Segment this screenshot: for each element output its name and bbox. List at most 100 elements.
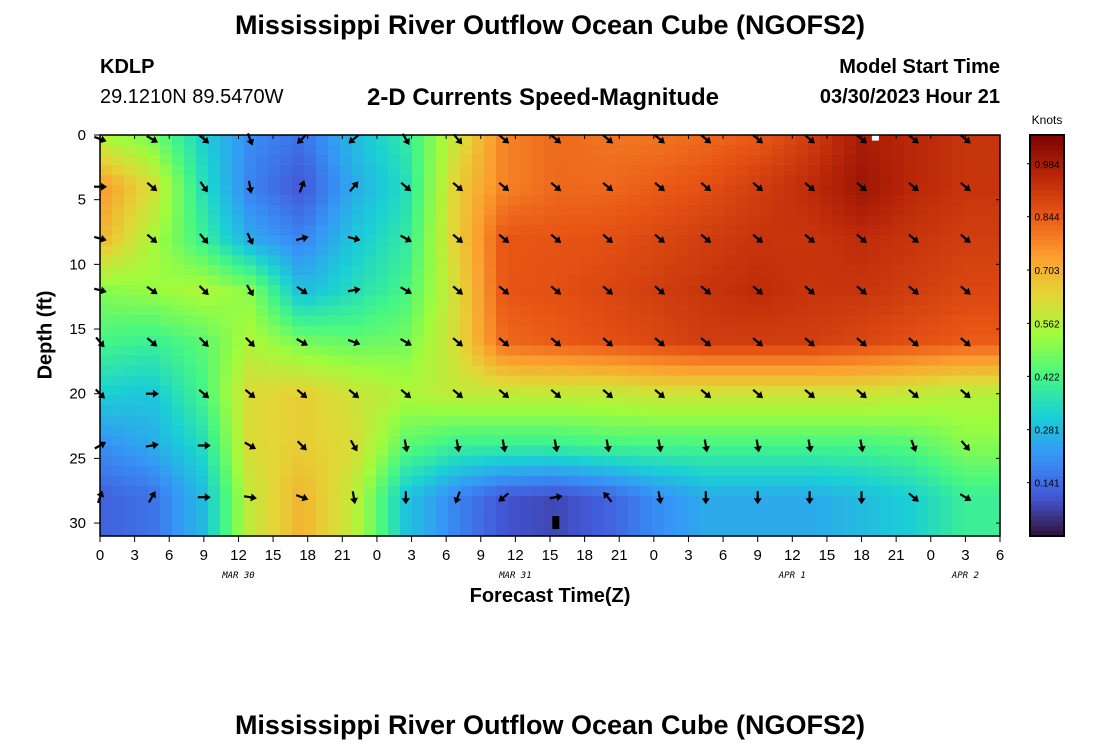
heatmap-cell	[424, 495, 437, 507]
heatmap-cell	[976, 235, 989, 246]
heatmap-cell	[844, 295, 857, 307]
heatmap-cell	[484, 215, 497, 226]
heatmap-cell	[184, 185, 197, 196]
heatmap-cell	[112, 505, 125, 517]
colorbar-segment	[1030, 350, 1064, 357]
heatmap-cell	[784, 345, 797, 357]
heatmap-cell	[628, 275, 641, 286]
heatmap-cell	[184, 395, 197, 407]
heatmap-cell	[280, 505, 293, 517]
heatmap-cell	[232, 465, 245, 477]
heatmap-cell	[736, 185, 749, 196]
heatmap-cell	[412, 135, 425, 146]
heatmap-cell	[388, 225, 401, 236]
heatmap-cell	[244, 475, 257, 487]
heatmap-cell	[940, 185, 953, 196]
heatmap-cell	[340, 455, 353, 467]
heatmap-cell	[940, 255, 953, 266]
heatmap-cell	[328, 285, 341, 297]
heatmap-cell	[352, 375, 365, 387]
heatmap-cell	[460, 465, 473, 477]
heatmap-cell	[928, 525, 941, 537]
heatmap-cell	[412, 205, 425, 216]
heatmap-cell	[484, 325, 497, 337]
heatmap-cell	[940, 235, 953, 246]
heatmap-cell	[100, 325, 113, 337]
heatmap-cell	[820, 345, 833, 357]
heatmap-cell	[244, 305, 257, 317]
heatmap-cell	[796, 515, 809, 527]
heatmap-cell	[376, 235, 389, 246]
heatmap-cell	[832, 525, 845, 537]
heatmap-cell	[220, 525, 233, 537]
heatmap-cell	[580, 435, 593, 447]
heatmap-cell	[940, 485, 953, 497]
heatmap-cell	[904, 285, 917, 297]
heatmap-cell	[316, 445, 329, 457]
x-tick-label: 3	[961, 547, 969, 564]
heatmap-cell	[256, 345, 269, 357]
heatmap-cell	[832, 135, 845, 146]
heatmap-cell	[532, 345, 545, 357]
heatmap-cell	[496, 415, 509, 427]
heatmap-cell	[316, 365, 329, 377]
heatmap-cell	[856, 505, 869, 517]
heatmap-cell	[724, 165, 737, 176]
heatmap-cell	[724, 455, 737, 467]
heatmap-cell	[424, 215, 437, 226]
heatmap-cell	[724, 245, 737, 256]
heatmap-cell	[208, 165, 221, 176]
heatmap-cell	[664, 365, 677, 377]
heatmap-cell	[292, 275, 305, 286]
heatmap-cell	[760, 195, 773, 206]
heatmap-cell	[280, 425, 293, 437]
heatmap-cell	[820, 375, 833, 387]
current-arrow	[243, 493, 257, 502]
heatmap-cell	[436, 165, 449, 176]
heatmap-cell	[328, 245, 341, 256]
colorbar-tick-label: 0.141	[1034, 479, 1059, 490]
station-coordinates: 29.1210N 89.5470W	[100, 86, 284, 108]
heatmap-cell	[928, 285, 941, 297]
heatmap-cell	[196, 505, 209, 517]
heatmap-cell	[460, 275, 473, 286]
heatmap-cell	[304, 315, 317, 327]
heatmap-cell	[580, 495, 593, 507]
heatmap-cell	[316, 455, 329, 467]
heatmap-cell	[388, 465, 401, 477]
heatmap-cell	[832, 185, 845, 196]
heatmap-cell	[184, 315, 197, 327]
heatmap-cell	[556, 255, 569, 266]
heatmap-cell	[640, 275, 653, 286]
heatmap-cell	[436, 475, 449, 487]
heatmap-cell	[856, 295, 869, 307]
heatmap-cell	[664, 185, 677, 196]
current-arrow	[349, 439, 358, 452]
heatmap-cell	[880, 495, 893, 507]
heatmap-cell	[556, 435, 569, 447]
heatmap-cell	[712, 365, 725, 377]
heatmap-cell	[280, 255, 293, 266]
heatmap-cell	[892, 325, 905, 337]
heatmap-cell	[124, 195, 137, 206]
heatmap-cell	[112, 475, 125, 487]
heatmap-cell	[112, 445, 125, 457]
heatmap-cell	[712, 525, 725, 537]
heatmap-cell	[364, 235, 377, 246]
heatmap-cell	[616, 255, 629, 266]
heatmap-cell	[532, 435, 545, 447]
heatmap-cell	[280, 175, 293, 186]
heatmap-cell	[136, 255, 149, 266]
heatmap-cell	[316, 515, 329, 527]
heatmap-cell	[940, 385, 953, 397]
heatmap-cell	[388, 515, 401, 527]
heatmap-cell	[508, 145, 521, 156]
colorbar-segment	[1030, 265, 1064, 271]
heatmap-cell	[196, 415, 209, 427]
heatmap-cell	[460, 475, 473, 487]
heatmap-cell	[556, 325, 569, 337]
heatmap-cell	[496, 265, 509, 276]
heatmap-cell	[364, 415, 377, 427]
heatmap-cell	[328, 345, 341, 357]
heatmap-cell	[304, 515, 317, 527]
